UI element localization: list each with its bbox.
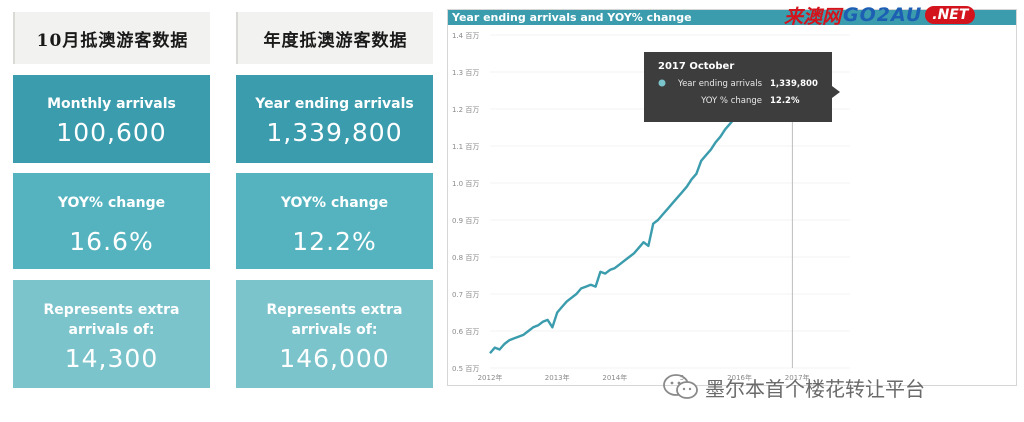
year-ending-arrivals-card: Year ending arrivals 1,339,800 <box>236 75 433 163</box>
y-tick-label: 1.1 百万 <box>452 143 479 151</box>
wechat-watermark: 墨尔本首个楼花转让平台 <box>661 372 925 402</box>
card-label: Represents extra arrivals of: <box>236 280 433 340</box>
card-label-line2: arrivals of: <box>291 322 378 338</box>
wechat-icon <box>663 374 698 399</box>
tooltip-arrow <box>832 86 840 98</box>
arrivals-line-chart: 0.5 百万 0.6 百万 0.7 百万 0.8 百万 0.9 百万 1.0 百万 1.1 … <box>452 32 850 382</box>
card-value: 146,000 <box>279 344 390 373</box>
monthly-extra-card: Represents extra arrivals of: 14,300 <box>13 280 210 388</box>
y-tick-label: 0.8 百万 <box>452 254 479 262</box>
yearly-extra-card: Represents extra arrivals of: 146,000 <box>236 280 433 388</box>
logo-cn: 来澳网 <box>784 5 842 28</box>
card-value: 1,339,800 <box>266 118 403 147</box>
card-value: 16.6% <box>69 227 154 256</box>
y-tick-label: 1.4 百万 <box>452 32 479 40</box>
monthly-header: 10月抵澳游客数据 <box>13 12 210 64</box>
y-tick-label: 1.2 百万 <box>452 106 479 114</box>
y-tick-label: 0.7 百万 <box>452 291 479 299</box>
x-tick-label: 5 <box>680 374 684 382</box>
tooltip-box <box>644 52 832 122</box>
monthly-yoy-card: YOY% change 16.6% <box>13 173 210 269</box>
card-label: Represents extra arrivals of: <box>13 280 210 340</box>
yearly-column: 年度抵澳游客数据 <box>236 12 433 64</box>
card-value: 100,600 <box>56 118 167 147</box>
watermark-text: 墨尔本首个楼花转让平台 <box>705 376 925 401</box>
x-tick-label: 2014年 <box>602 373 627 382</box>
y-tick-label: 1.3 百万 <box>452 69 479 77</box>
card-label: Monthly arrivals <box>47 96 176 112</box>
card-value: 12.2% <box>292 227 377 256</box>
tooltip-row-label: YOY % change <box>700 96 762 106</box>
card-label-line1: Represents extra <box>43 302 180 318</box>
y-tick-label: 0.6 百万 <box>452 328 479 336</box>
y-tick-label: 0.9 百万 <box>452 217 479 225</box>
monthly-column: 10月抵澳游客数据 <box>13 12 210 64</box>
card-label-line1: Represents extra <box>266 302 403 318</box>
logo-en: GO2AU <box>843 4 923 26</box>
card-label: YOY% change <box>57 195 166 211</box>
logo-net: .NET <box>925 6 976 24</box>
tooltip-title: 2017 October <box>658 61 734 72</box>
yearly-header: 年度抵澳游客数据 <box>236 12 433 64</box>
monthly-arrivals-card: Monthly arrivals 100,600 <box>13 75 210 163</box>
tooltip-row-value: 12.2% <box>770 96 800 106</box>
card-value: 14,300 <box>64 344 159 373</box>
yearly-yoy-card: YOY% change 12.2% <box>236 173 433 269</box>
go2au-logo: 来澳网 GO2AU .NET <box>784 2 976 28</box>
arrivals-chart: 0.5 百万 0.6 百万 0.7 百万 0.8 百万 0.9 百万 1.0 百万 1.1 … <box>447 9 1017 386</box>
x-tick-label: 2016年 <box>727 373 752 382</box>
tooltip-row-label: Year ending arrivals <box>677 79 763 89</box>
card-label-line2: arrivals of: <box>68 322 155 338</box>
card-label: YOY% change <box>280 195 389 211</box>
y-tick-label: 0.5 百万 <box>452 365 479 373</box>
card-label: Year ending arrivals <box>255 96 414 112</box>
y-tick-label: 1.0 百万 <box>452 180 479 188</box>
chart-title: Year ending arrivals and YOY% change <box>448 10 1016 25</box>
x-tick-label: 2017年 <box>785 373 810 382</box>
x-tick-label: 2012年 <box>478 373 503 382</box>
tooltip-row-value: 1,339,800 <box>770 79 818 89</box>
tooltip-series-dot <box>658 79 666 87</box>
x-tick-label: 2013年 <box>545 373 570 382</box>
